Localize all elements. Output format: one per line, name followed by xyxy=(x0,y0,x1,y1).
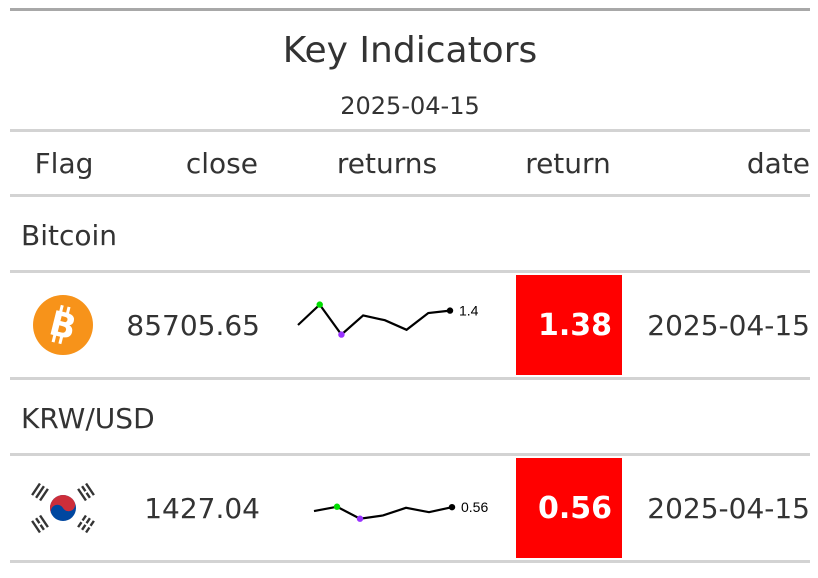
return-value: 0.56 xyxy=(516,458,622,558)
rule xyxy=(10,560,810,563)
header-returns: returns xyxy=(336,146,438,180)
top-rule xyxy=(10,8,810,11)
sparkline-high-point xyxy=(316,301,323,308)
rule xyxy=(10,194,810,197)
sparkline-low-point xyxy=(356,515,364,522)
rule xyxy=(10,270,810,273)
rule xyxy=(10,129,810,132)
sparkline-low-point xyxy=(338,331,345,338)
flag-cell xyxy=(10,481,115,535)
table-row: 1427.04 0.56 0.56 2025-04-15 xyxy=(10,456,810,560)
rule xyxy=(10,377,810,380)
date-value: 2025-04-15 xyxy=(647,491,810,525)
sparkline-path xyxy=(297,302,451,337)
rule xyxy=(10,453,810,456)
close-value: 1427.04 xyxy=(144,491,260,525)
sparkline-last-label: 1.4 xyxy=(459,303,479,319)
group-label-krw-usd: KRW/USD xyxy=(21,402,155,435)
south-korea-flag-icon xyxy=(27,481,98,535)
column-header-row: Flag close returns return date xyxy=(10,132,810,194)
key-indicators-table: Key Indicators 2025-04-15 Flag close ret… xyxy=(10,8,810,563)
group-label-bitcoin: Bitcoin xyxy=(21,219,118,252)
sparkline-last-point xyxy=(448,503,456,511)
header-close: close xyxy=(185,146,258,180)
sparkline-high-point xyxy=(333,503,341,510)
returns-sparkline: 0.56 xyxy=(260,456,516,560)
header-date: date xyxy=(746,146,810,180)
header-flag: Flag xyxy=(34,146,94,180)
table-title: Key Indicators xyxy=(282,30,538,71)
close-value: 85705.65 xyxy=(126,308,260,342)
table-subtitle: 2025-04-15 xyxy=(340,92,480,120)
header-return: return xyxy=(525,146,611,180)
sparkline-last-point xyxy=(446,307,454,314)
sparkline-last-label: 0.56 xyxy=(461,499,488,515)
table-row: B 85705.65 1.4 1.38 2025-04-15 xyxy=(10,273,810,377)
return-value: 1.38 xyxy=(516,275,622,375)
bitcoin-icon: B xyxy=(32,295,93,355)
date-value: 2025-04-15 xyxy=(647,308,810,342)
returns-sparkline: 1.4 xyxy=(260,273,516,377)
flag-cell: B xyxy=(10,294,115,356)
